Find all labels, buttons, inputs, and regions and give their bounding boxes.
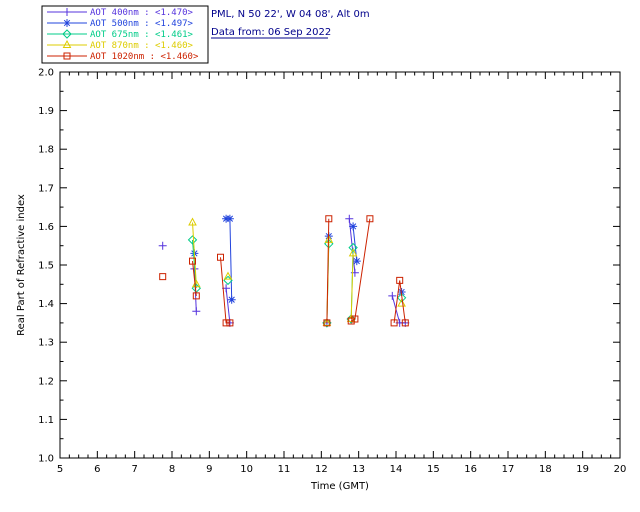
y-tick-label: 1.5 xyxy=(38,261,54,272)
x-axis-label: Time (GMT) xyxy=(310,481,369,492)
data-marker-square xyxy=(390,319,398,327)
x-tick-label: 20 xyxy=(614,464,627,475)
data-marker-asterisk xyxy=(349,222,358,231)
x-tick-label: 18 xyxy=(539,464,552,475)
data-marker-square xyxy=(226,319,234,327)
plot-axes: 5 6 7 8 9 10 11 12 13 14 15 16 17 18 19 20 1.0 1.1 1.2 1.3 1… xyxy=(38,68,626,476)
x-tick-label: 5 xyxy=(57,464,63,475)
legend-box: AOT 400nm : <1.470>AOT 500nm : <1.497>AO… xyxy=(41,5,209,64)
data-marker-diamond xyxy=(187,235,198,245)
y-axis-label: Real Part of Refractive index xyxy=(16,194,27,336)
data-marker-diamond xyxy=(396,293,407,303)
x-tick-label: 9 xyxy=(206,464,212,475)
legend-marker-square xyxy=(63,52,71,60)
plot-series xyxy=(158,214,410,328)
data-marker-diamond xyxy=(348,242,358,253)
y-tick-label: 1.6 xyxy=(38,222,54,233)
y-tick-label: 1.8 xyxy=(38,145,54,156)
x-tick-label: 16 xyxy=(464,464,477,475)
station-info: PML, N 50 22', W 04 08', Alt 0m xyxy=(211,9,370,20)
x-tick-label: 11 xyxy=(278,464,291,475)
data-marker-triangle xyxy=(223,271,233,280)
series-aot-400nm xyxy=(158,214,410,327)
legend-frame xyxy=(41,5,209,64)
y-tick-label: 1.1 xyxy=(38,415,54,426)
data-marker-triangle xyxy=(188,217,197,226)
series-line xyxy=(326,218,330,323)
y-tick-label: 1.2 xyxy=(38,376,54,387)
legend-item-aot-500nm: AOT 500nm : <1.497> xyxy=(47,19,194,29)
series-aot-675nm xyxy=(187,235,407,328)
series-line xyxy=(350,218,371,322)
x-tick-label: 14 xyxy=(390,464,403,475)
data-marker-plus xyxy=(388,291,397,300)
y-tick-label: 1.3 xyxy=(38,338,54,349)
data-marker-square xyxy=(401,319,409,327)
data-marker-square xyxy=(189,257,196,265)
data-marker-square xyxy=(351,315,359,323)
x-tick-label: 8 xyxy=(169,464,175,475)
x-tick-label: 13 xyxy=(352,464,365,475)
legend-item-aot-675nm: AOT 675nm : <1.461> xyxy=(47,29,194,40)
series-line xyxy=(192,261,197,296)
series-aot-500nm xyxy=(190,214,406,304)
legend-label: AOT 870nm : <1.460> xyxy=(90,41,194,51)
legend-item-aot-870nm: AOT 870nm : <1.460> xyxy=(47,39,194,51)
data-marker-plus xyxy=(192,307,201,316)
legend-label: AOT 675nm : <1.461> xyxy=(90,30,194,40)
data-marker-plus xyxy=(345,214,354,223)
legend-item-aot-400nm: AOT 400nm : <1.470> xyxy=(47,8,194,18)
data-marker-square xyxy=(325,215,333,223)
legend-label: AOT 1020nm : <1.460> xyxy=(90,52,199,62)
x-tick-label: 17 xyxy=(502,464,515,475)
x-tick-label: 15 xyxy=(427,464,440,475)
data-marker-square xyxy=(366,215,374,223)
data-marker-triangle xyxy=(348,248,358,257)
series-line xyxy=(192,222,197,285)
legend-marker-asterisk xyxy=(63,19,71,27)
data-marker-square xyxy=(217,253,224,261)
x-tick-label: 19 xyxy=(576,464,589,475)
data-marker-square xyxy=(159,273,167,281)
data-marker-plus xyxy=(158,241,167,250)
legend-marker-plus xyxy=(63,8,71,16)
data-marker-asterisk xyxy=(225,214,234,223)
data-marker-triangle xyxy=(397,298,406,307)
plot-frame xyxy=(59,71,621,459)
y-tick-label: 1.7 xyxy=(38,183,54,194)
series-aot-1020nm xyxy=(159,215,409,327)
series-line xyxy=(393,280,406,323)
data-date: Data from: 06 Sep 2022 xyxy=(211,27,331,38)
y-tick-label: 1.0 xyxy=(38,454,54,465)
x-tick-label: 6 xyxy=(94,464,100,475)
series-line xyxy=(350,253,354,320)
legend-label: AOT 400nm : <1.470> xyxy=(90,8,194,18)
series-line xyxy=(226,218,233,300)
x-tick-label: 10 xyxy=(240,464,253,475)
x-tick-label: 7 xyxy=(131,464,137,475)
data-marker-square xyxy=(323,319,331,327)
y-tick-label: 1.4 xyxy=(38,299,54,310)
data-marker-asterisk xyxy=(227,295,236,304)
legend-item-aot-1020nm: AOT 1020nm : <1.460> xyxy=(47,52,199,62)
data-marker-square xyxy=(192,292,200,300)
data-marker-asterisk xyxy=(352,257,361,266)
legend-marker-diamond xyxy=(62,29,72,39)
x-tick-label: 12 xyxy=(315,464,328,475)
series-line xyxy=(225,288,231,323)
legend-marker-triangle xyxy=(62,39,72,48)
y-tick-label: 1.9 xyxy=(38,106,54,117)
y-tick-label: 2.0 xyxy=(38,68,54,79)
data-marker-square xyxy=(396,276,404,284)
legend-label: AOT 500nm : <1.497> xyxy=(90,19,194,29)
